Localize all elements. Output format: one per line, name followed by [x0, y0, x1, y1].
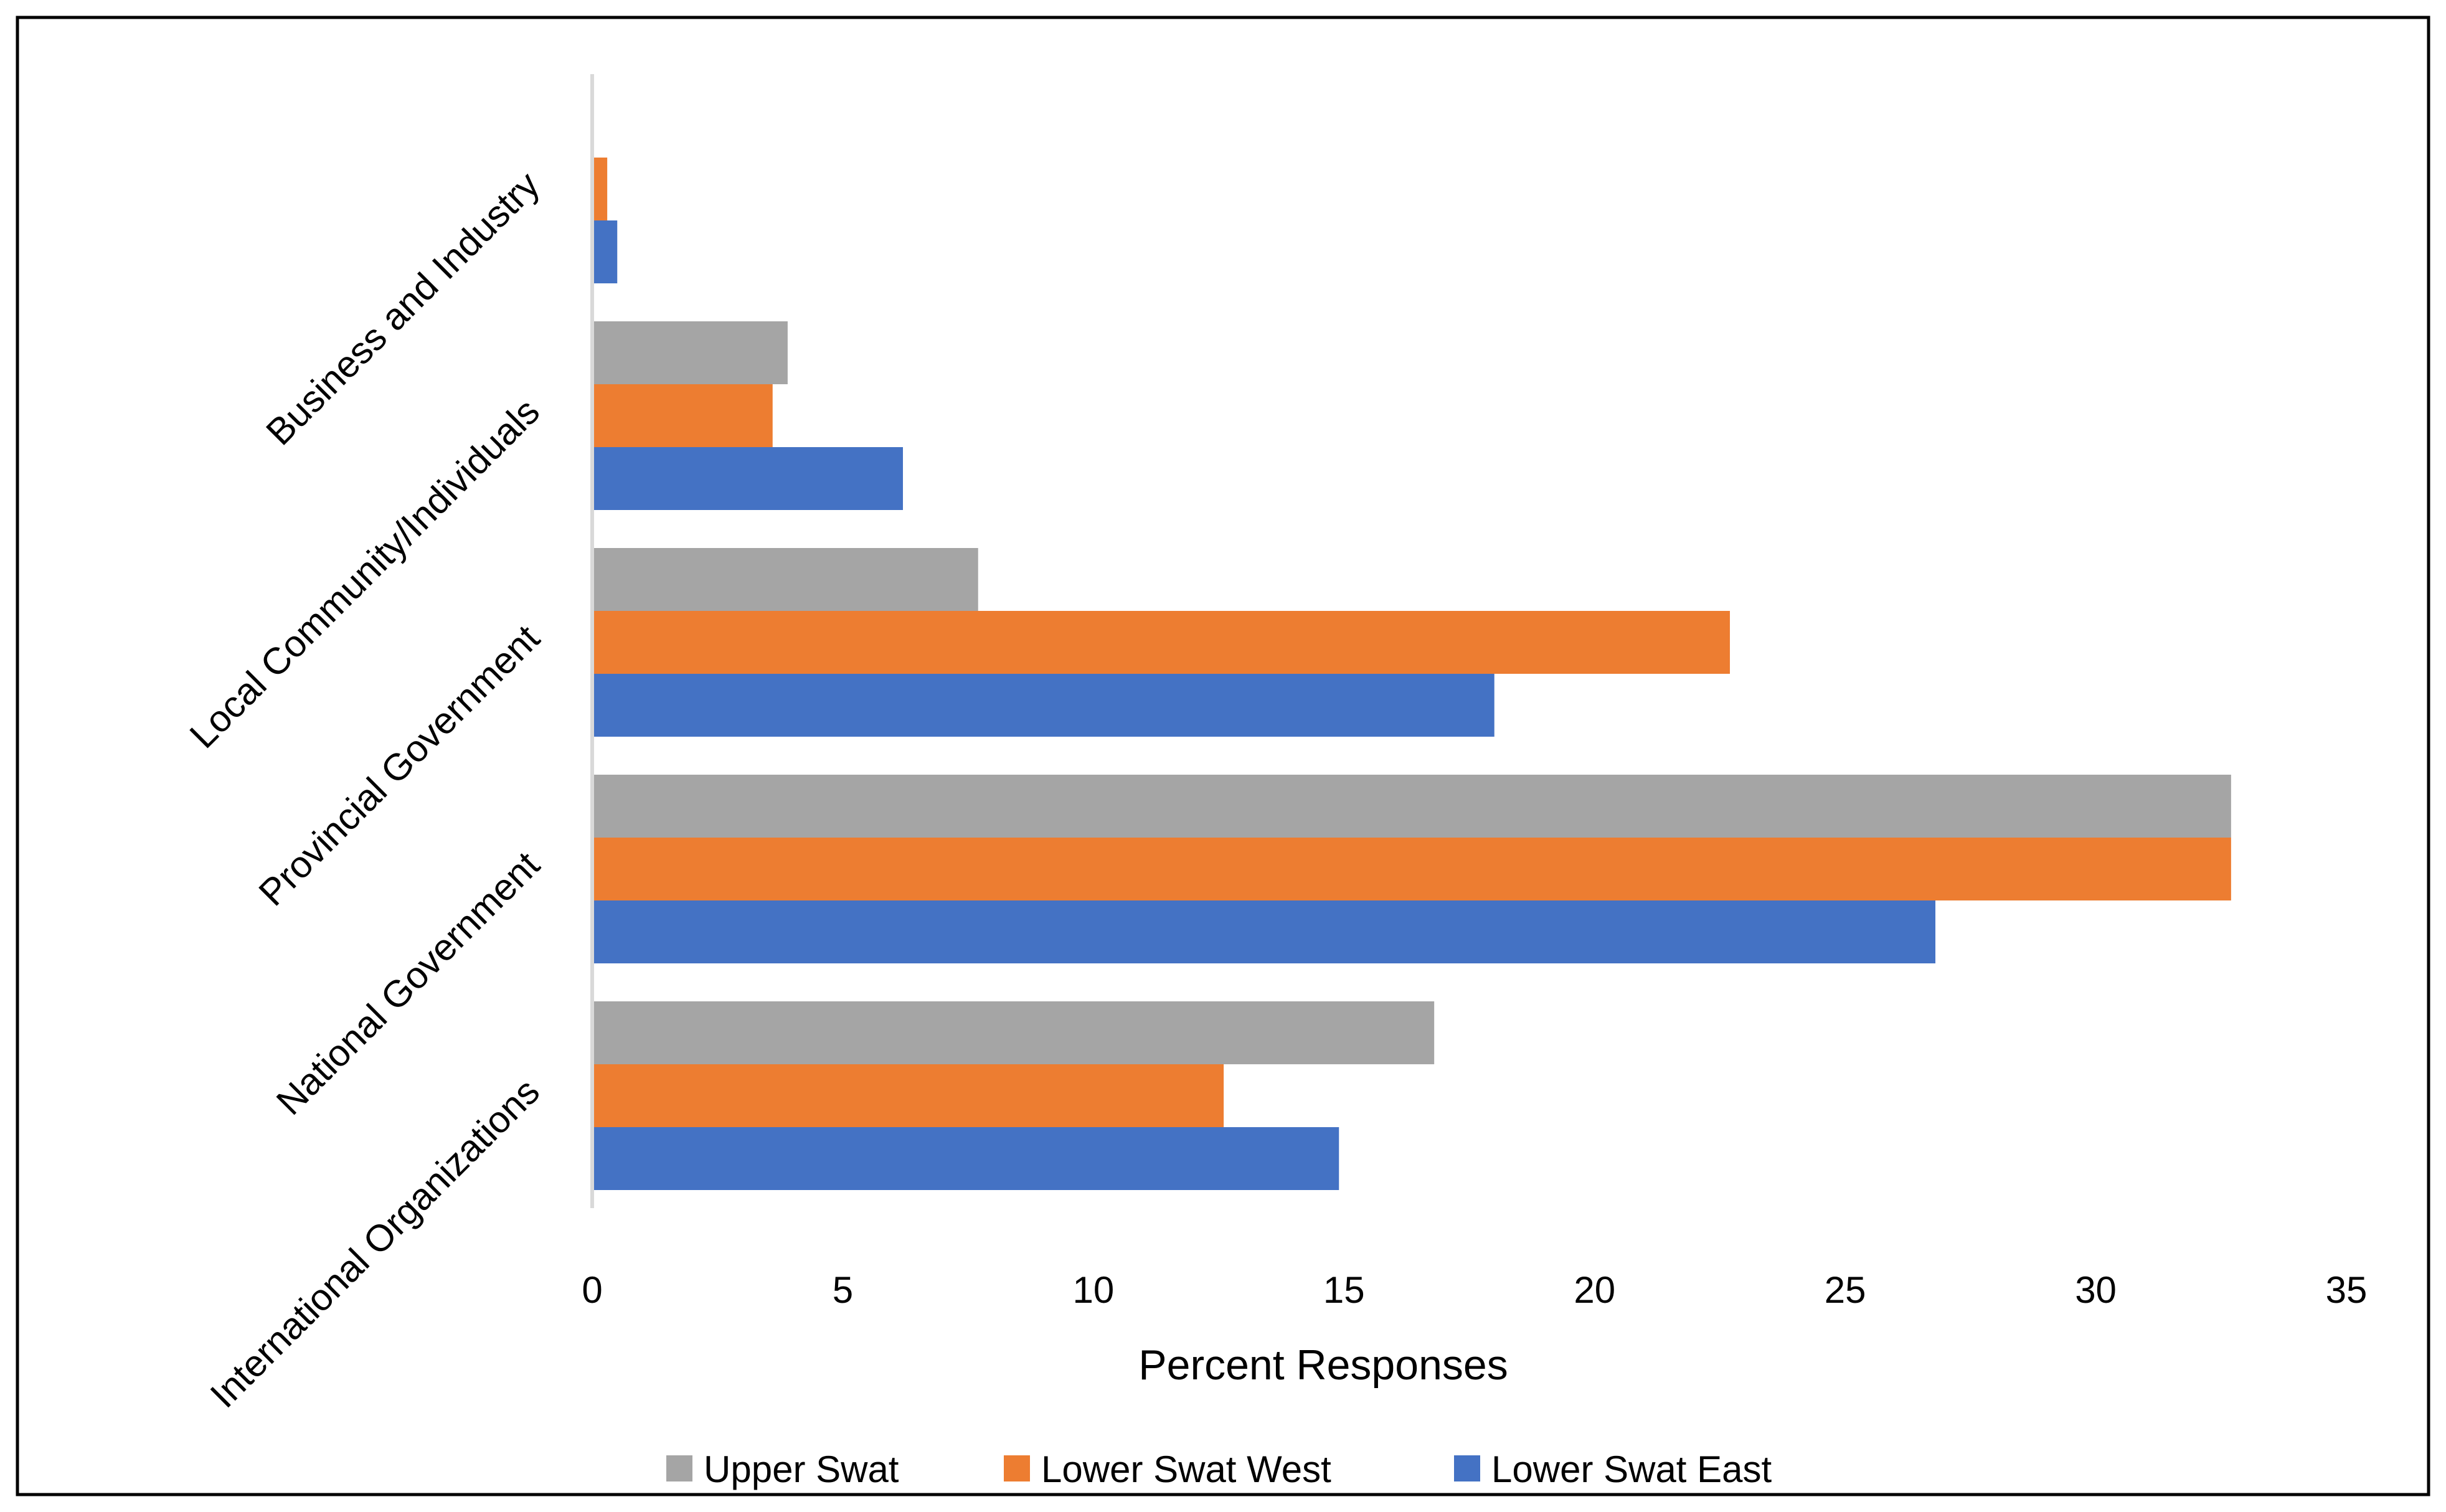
bar-lower-swat-west [594, 158, 608, 220]
x-tick-label: 10 [1072, 1269, 1114, 1311]
bar-lower-swat-east [594, 220, 618, 283]
x-tick-label: 35 [2326, 1269, 2368, 1311]
legend-swatch [1004, 1455, 1030, 1481]
bar-lower-swat-east [594, 1127, 1339, 1190]
bar-lower-swat-west [594, 1064, 1224, 1127]
bar-lower-swat-east [594, 447, 904, 510]
bar-lower-swat-west [594, 838, 2231, 900]
legend-label: Upper Swat [704, 1448, 899, 1490]
x-tick-label: 15 [1323, 1269, 1365, 1311]
x-tick-label: 0 [582, 1269, 602, 1311]
bar-lower-swat-west [594, 611, 1731, 674]
legend-label: Lower Swat West [1041, 1448, 1331, 1490]
x-tick-label: 20 [1574, 1269, 1615, 1311]
x-axis-title: Percent Responses [1138, 1341, 1508, 1389]
bar-lower-swat-east [594, 674, 1495, 737]
bar-lower-swat-east [594, 900, 1936, 963]
bar-upper-swat [594, 321, 788, 384]
bar-upper-swat [594, 548, 978, 611]
legend-swatch [666, 1455, 692, 1481]
x-tick-label: 25 [1825, 1269, 1866, 1311]
legend-item: Lower Swat West [1004, 1448, 1331, 1490]
legend-label: Lower Swat East [1491, 1448, 1772, 1490]
bar-upper-swat [594, 775, 2231, 838]
bar-upper-swat [594, 1001, 1435, 1064]
legend-swatch [1454, 1455, 1480, 1481]
x-tick-label: 30 [2075, 1269, 2117, 1311]
chart-border [16, 16, 2430, 1496]
legend-item: Upper Swat [666, 1448, 899, 1490]
bar-lower-swat-west [594, 384, 773, 447]
legend-item: Lower Swat East [1454, 1448, 1772, 1490]
x-tick-label: 5 [833, 1269, 853, 1311]
